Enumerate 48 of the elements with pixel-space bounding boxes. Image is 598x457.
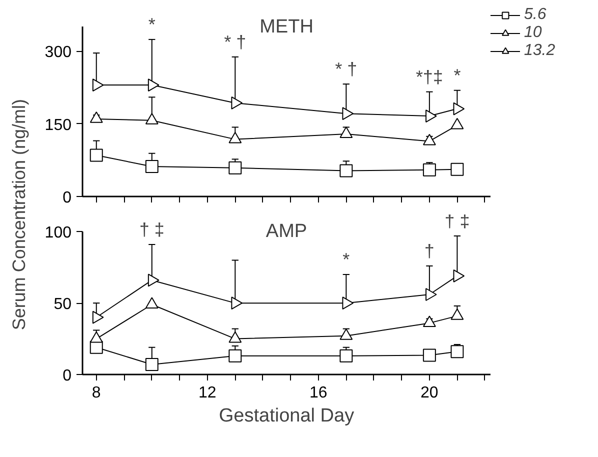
point xyxy=(425,288,437,301)
point xyxy=(228,349,242,362)
point xyxy=(450,162,464,176)
point xyxy=(145,160,158,173)
y-tick-label: 100 xyxy=(44,224,72,242)
point xyxy=(422,163,436,176)
x-tick-label: 16 xyxy=(310,384,328,402)
point xyxy=(422,348,436,362)
annotation: *†‡ xyxy=(416,66,443,87)
y-tick-label: 150 xyxy=(44,116,72,134)
point xyxy=(453,269,465,282)
annotation: † ‡ xyxy=(139,220,164,240)
y-tick-label: 50 xyxy=(54,296,72,314)
point xyxy=(228,161,242,174)
annotation: * † xyxy=(224,32,246,52)
point xyxy=(92,78,104,92)
point xyxy=(342,296,354,310)
legend-label: 10 xyxy=(524,24,543,42)
annotation: * xyxy=(342,250,350,270)
y-tick-label: 0 xyxy=(62,190,72,206)
point xyxy=(453,102,465,116)
point xyxy=(90,148,103,162)
chart-title: METH xyxy=(260,16,314,38)
x-tick-label: 20 xyxy=(420,384,438,402)
point xyxy=(145,358,158,371)
annotation: * xyxy=(454,65,461,86)
annotation: * xyxy=(148,14,156,34)
point xyxy=(148,274,160,287)
chart-title: AMP xyxy=(266,221,308,242)
point xyxy=(340,164,353,178)
annotation: † xyxy=(424,240,434,261)
point xyxy=(340,349,353,362)
annotation: * † xyxy=(335,59,358,80)
point xyxy=(92,310,104,324)
point xyxy=(148,78,160,92)
x-tick-label: 8 xyxy=(92,384,101,402)
y-tick-label: 300 xyxy=(44,44,72,62)
x-tick-label: 12 xyxy=(198,384,216,402)
point xyxy=(422,316,436,328)
point xyxy=(231,96,243,110)
legend-label: 5.6 xyxy=(524,6,546,24)
x-axis-title: Gestational Day xyxy=(218,406,355,426)
legend-label: 13.2 xyxy=(524,42,556,60)
y-tick-label: 0 xyxy=(62,368,72,384)
point xyxy=(231,296,243,310)
point xyxy=(425,110,437,123)
y-axis-title: Serum Concentration (ng/ml) xyxy=(9,99,30,330)
point xyxy=(342,107,354,120)
